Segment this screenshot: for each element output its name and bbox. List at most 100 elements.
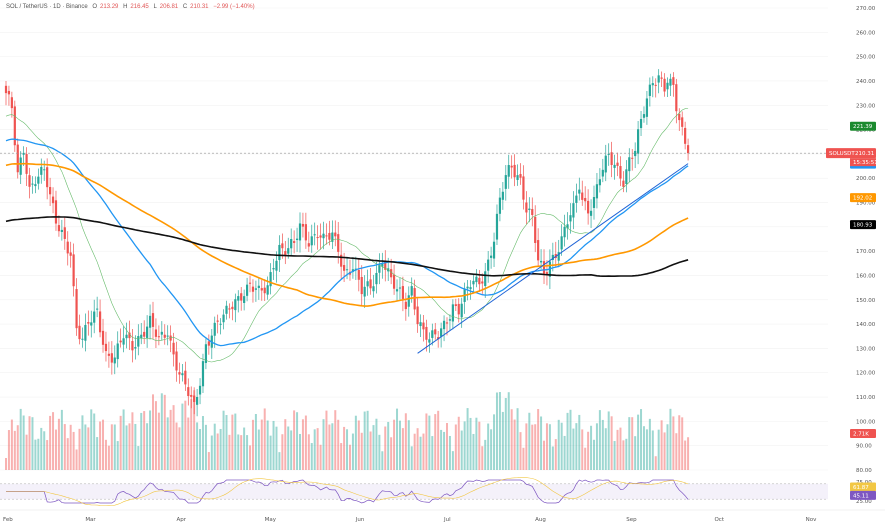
volume-bar: [22, 415, 25, 470]
volume-bar: [366, 410, 369, 470]
candle-body: [534, 216, 537, 243]
price-tick-label: 120.00: [856, 371, 876, 377]
candle-body: [428, 339, 431, 343]
volume-bar: [116, 441, 119, 470]
candle-body: [510, 165, 513, 168]
candle-body: [66, 241, 69, 254]
volume-bar: [384, 426, 387, 470]
volume-bar: [572, 428, 575, 470]
candle-body: [328, 232, 331, 240]
candle-body: [472, 280, 475, 285]
candle-body: [96, 308, 99, 310]
volume-bar: [528, 412, 531, 470]
volume-bar: [316, 428, 319, 470]
volume-bar: [16, 425, 19, 470]
candle-body: [16, 144, 19, 173]
volume-bar: [401, 428, 404, 470]
candle-body: [116, 343, 119, 360]
volume-bar: [410, 446, 413, 470]
volume-bar: [57, 418, 60, 470]
candle-body: [225, 305, 228, 314]
candle-body: [310, 236, 313, 246]
candle-body: [160, 331, 163, 335]
candle-body: [281, 243, 284, 249]
symbol-label[interactable]: SOL / TetherUS · 1D · Binance: [6, 4, 88, 10]
volume-bar: [484, 439, 487, 470]
candle-body: [240, 293, 243, 301]
candle-body: [334, 232, 337, 237]
volume-bar: [181, 403, 184, 470]
candle-body: [140, 334, 143, 339]
ohlc-open-label: O: [92, 4, 98, 10]
volume-bar: [299, 433, 301, 470]
volume-bar: [284, 419, 287, 470]
volume-bar: [448, 435, 451, 470]
trendline: [417, 163, 689, 354]
ohlc-low: 206.81: [159, 4, 179, 10]
candle-body: [381, 263, 384, 267]
volume-bar: [293, 410, 296, 470]
volume-bar: [393, 419, 396, 470]
volume-bar: [654, 456, 657, 470]
volume-bar: [684, 440, 687, 470]
volume-bar: [149, 410, 152, 470]
volume-bar: [372, 425, 375, 470]
candle-body: [157, 336, 160, 338]
volume-bar: [172, 405, 175, 470]
candle-body: [178, 372, 181, 375]
candle-body: [584, 197, 587, 202]
candle-body: [237, 296, 240, 301]
candle-body: [37, 176, 40, 184]
candle-body: [154, 329, 158, 337]
volume-bar: [169, 409, 172, 470]
volume-bar: [504, 397, 507, 470]
volume-bar: [246, 435, 249, 470]
volume-bar: [607, 411, 610, 470]
candle-body: [684, 127, 687, 144]
time-axis-label: Jun: [355, 517, 365, 523]
volume-bar: [616, 429, 619, 470]
candle-body: [560, 236, 563, 250]
time-axis-label: May: [265, 517, 277, 523]
volume-bar: [354, 415, 357, 470]
ma20-value-tag-bg: [850, 121, 876, 131]
volume-bar: [348, 444, 351, 470]
volume-bar: [49, 415, 52, 470]
volume-bar: [628, 417, 631, 470]
candle-body: [501, 191, 504, 200]
candle-body: [390, 269, 393, 278]
volume-bar: [378, 434, 381, 470]
volume-bar: [84, 424, 87, 470]
candle-body: [57, 225, 61, 232]
rsi-line: [6, 479, 689, 504]
candle-body: [513, 164, 516, 178]
candle-body: [419, 322, 422, 327]
volume-bar: [260, 419, 263, 470]
volume-bar: [407, 420, 410, 470]
volume-bar: [160, 393, 163, 470]
volume-bars: [5, 390, 690, 470]
volume-bar: [566, 412, 569, 470]
volume-bar: [645, 429, 648, 470]
volume-bar: [548, 424, 551, 470]
candle-body: [254, 288, 257, 290]
candle-body: [113, 357, 116, 364]
candle-body: [545, 272, 549, 274]
candle-body: [437, 337, 440, 340]
candle-body: [572, 203, 575, 218]
volume-bar: [648, 418, 651, 470]
candle-body: [598, 179, 601, 186]
candle-body: [634, 150, 637, 157]
volume-bar: [231, 414, 234, 470]
ma100-value-tag-bg: [850, 193, 876, 203]
price-tag-value: 210.31: [855, 151, 874, 157]
price-tick-label: 260.00: [856, 30, 876, 36]
volume-bar: [369, 431, 372, 470]
candle-body: [278, 244, 281, 261]
ma20-line: [5, 108, 689, 363]
candle-body: [678, 113, 681, 121]
candle-body: [325, 235, 328, 237]
